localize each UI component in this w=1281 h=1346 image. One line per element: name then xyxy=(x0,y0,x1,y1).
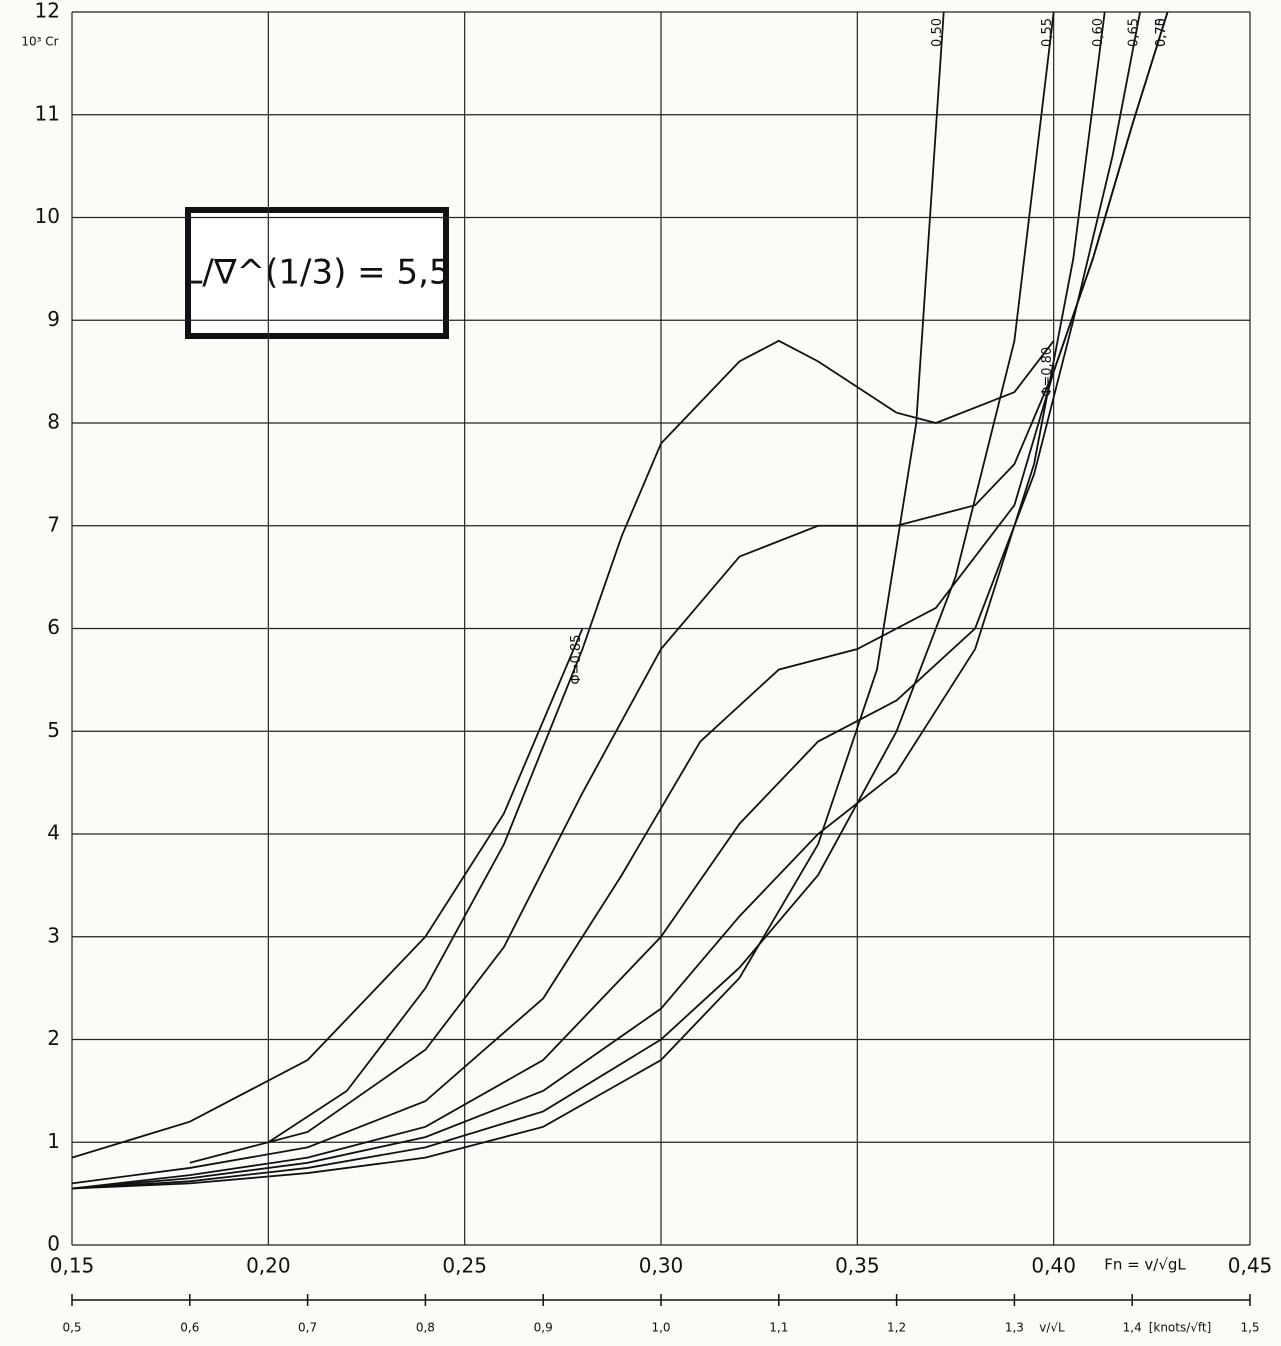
y-tick-label: 4 xyxy=(47,821,60,845)
chart: L/∇^(1/3) = 5,5 10³ Cr Fn = v/√gL v/√L [… xyxy=(0,0,1281,1346)
x2-tick-label: 0,6 xyxy=(180,1321,199,1335)
y-tick-label: 8 xyxy=(47,410,60,434)
x2-tick-label: 1,4 xyxy=(1123,1321,1142,1335)
x2-tick-label: 0,8 xyxy=(416,1321,435,1335)
background xyxy=(0,0,1281,1346)
y-tick-label: 6 xyxy=(47,615,60,639)
curve-label: Φ=0,80 xyxy=(1040,347,1055,397)
x2-tick-label: 1,5 xyxy=(1240,1321,1259,1335)
x-tick-label: 0,30 xyxy=(639,1254,684,1278)
y-tick-label: 2 xyxy=(47,1026,60,1050)
y-axis-label: 10³ Cr xyxy=(21,35,58,49)
y-tick-label: 10 xyxy=(35,204,60,228)
x2-tick-label: 0,7 xyxy=(298,1321,317,1335)
x2-tick-label: 1,2 xyxy=(887,1321,906,1335)
curve-label: 0,50 xyxy=(930,18,945,47)
y-tick-label: 11 xyxy=(35,101,60,125)
y-tick-label: 1 xyxy=(47,1129,60,1153)
x2-tick-label: 0,9 xyxy=(534,1321,553,1335)
x-tick-label: 0,15 xyxy=(50,1254,95,1278)
x-axis-label: Fn = v/√gL xyxy=(1104,1256,1186,1274)
curve-label: 0,75 xyxy=(1154,18,1169,47)
y-tick-label: 5 xyxy=(47,718,60,742)
y-tick-label: 12 xyxy=(35,0,60,23)
curve-label: Φ=0,85 xyxy=(569,635,584,685)
curve-label: 0,65 xyxy=(1127,18,1142,47)
x2-axis-unit: [knots/√ft] xyxy=(1149,1321,1212,1335)
page: L/∇^(1/3) = 5,5 10³ Cr Fn = v/√gL v/√L [… xyxy=(0,0,1281,1346)
x2-tick-label: 0,5 xyxy=(62,1321,81,1335)
x2-tick-label: 1,3 xyxy=(1005,1321,1024,1335)
curve-label: 0,55 xyxy=(1040,18,1055,47)
x2-axis-label: v/√L xyxy=(1039,1321,1065,1335)
chart-title: L/∇^(1/3) = 5,5 xyxy=(183,253,450,293)
y-tick-label: 7 xyxy=(47,512,60,536)
y-tick-label: 0 xyxy=(47,1232,60,1256)
x-tick-label: 0,45 xyxy=(1228,1254,1273,1278)
x2-tick-label: 1,0 xyxy=(651,1321,670,1335)
x2-tick-label: 1,1 xyxy=(769,1321,788,1335)
y-tick-label: 3 xyxy=(47,923,60,947)
curve-label: 0,60 xyxy=(1091,18,1106,47)
x-tick-label: 0,40 xyxy=(1031,1254,1076,1278)
x-tick-label: 0,25 xyxy=(442,1254,487,1278)
x-tick-label: 0,35 xyxy=(835,1254,880,1278)
x-tick-label: 0,20 xyxy=(246,1254,291,1278)
y-tick-label: 9 xyxy=(47,307,60,331)
